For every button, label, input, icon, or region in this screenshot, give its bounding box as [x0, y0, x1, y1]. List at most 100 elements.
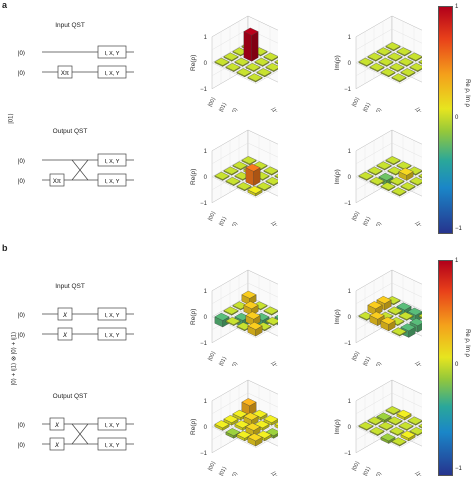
z-tick-label: 1: [348, 289, 352, 295]
gate-label: X: [54, 443, 60, 449]
gate-label: X: [62, 313, 68, 319]
density-matrix-bar: [247, 185, 263, 197]
input-qst-title-a: Input QST: [55, 22, 85, 29]
basis-tick-label: |10⟩: [270, 220, 278, 226]
density-matrix-bar: [225, 63, 241, 73]
density-matrix-bar: [407, 416, 422, 426]
colorbar-a: [438, 6, 453, 234]
basis-tick-label: |10⟩: [270, 106, 278, 112]
gate-label: X: [54, 423, 60, 429]
density-matrix-bar: [241, 398, 257, 416]
z-axis-label: Re(ρ): [190, 169, 197, 185]
gate-box: [49, 417, 65, 431]
z-tick-label: 0: [348, 315, 352, 321]
output-qst-title-a: Output QST: [52, 128, 88, 135]
density-matrix-bar: [369, 63, 385, 73]
density-matrix-bar: [263, 166, 278, 176]
density-matrix-bar: [256, 68, 272, 78]
z-tick-label: 1: [204, 289, 208, 295]
z-axis-label: Im(ρ): [334, 309, 341, 324]
circuit-state: |0⟩: [18, 312, 25, 319]
z-tick-label: −1: [200, 201, 208, 207]
density-matrix-bar: [398, 311, 414, 321]
z-tick-label: 0: [204, 61, 208, 67]
z-tick-label: −1: [344, 201, 352, 207]
measure-label: I, X, Y: [105, 51, 120, 57]
colorbar-a-mid: 0: [455, 115, 459, 121]
density-matrix-bar: [376, 47, 392, 57]
colorbar-a-label: Re ρ, Im ρ: [464, 79, 470, 107]
measure-label: I, X, Y: [105, 333, 120, 339]
basis-tick-label: |10⟩: [414, 470, 422, 476]
density-matrix-bar: [223, 166, 239, 176]
density-matrix-bar: [407, 52, 422, 62]
measure-box: [97, 417, 127, 431]
density-matrix-bar: [400, 68, 416, 78]
colorbar-a-max: 1: [455, 4, 459, 10]
density-matrix-bar: [380, 182, 396, 192]
colorbar-b: [438, 260, 453, 476]
density-matrix-bar: [214, 171, 230, 181]
gate-label: X: [62, 333, 68, 339]
plot-a-input-im: 10−1Im(ρ)|00⟩|00⟩|01⟩|01⟩|10⟩|10⟩|11⟩|11…: [334, 15, 422, 112]
basis-tick-label: |00⟩: [351, 460, 362, 472]
z-tick-label: 1: [348, 149, 352, 155]
density-matrix-bar: [263, 52, 278, 62]
z-tick-label: 1: [204, 35, 208, 41]
swap-line: [71, 423, 89, 445]
density-matrix-bar: [369, 427, 385, 437]
basis-tick-label: |10⟩: [229, 220, 240, 226]
density-matrix-bar: [409, 63, 422, 73]
density-matrix-bar: [247, 321, 263, 337]
density-matrix-bar: [380, 433, 396, 444]
z-axis-label: Re(ρ): [190, 55, 197, 71]
density-matrix-bar: [225, 177, 241, 187]
output-qst-title-b: Output QST: [52, 393, 88, 400]
z-axis-label: Im(ρ): [334, 419, 341, 434]
density-matrix-bar: [265, 317, 278, 327]
density-matrix-bar: [263, 415, 278, 426]
density-matrix-bar: [376, 412, 392, 424]
gate-box: [57, 327, 73, 341]
basis-tick-label: |00⟩: [351, 96, 362, 108]
basis-tick-label: |10⟩: [414, 106, 422, 112]
circuit-input-a: |0⟩ |0⟩ Xπ I, X, Y I, X, Y: [18, 45, 134, 79]
circuit-state: |0⟩: [18, 422, 25, 429]
z-tick-label: 1: [204, 399, 208, 405]
basis-tick-label: |10⟩: [373, 470, 384, 476]
z-tick-label: −1: [344, 87, 352, 93]
density-matrix-bar: [376, 161, 392, 171]
plot-b-output-re: 10−1Re(ρ)|00⟩|00⟩|01⟩|01⟩|10⟩|10⟩|11⟩|11…: [190, 379, 278, 476]
z-axis-label: Im(ρ): [334, 169, 341, 184]
basis-tick-label: |10⟩: [373, 360, 384, 366]
density-matrix-bar: [234, 57, 250, 67]
density-matrix-bar: [398, 167, 414, 181]
measure-label: I, X, Y: [105, 159, 120, 165]
basis-tick-label: |01⟩: [362, 215, 373, 226]
z-tick-label: 0: [348, 61, 352, 67]
density-matrix-bar: [378, 57, 394, 67]
z-tick-label: −1: [344, 451, 352, 457]
density-matrix-bar: [400, 182, 416, 192]
density-matrix-bar: [245, 63, 261, 73]
density-matrix-bar: [367, 52, 383, 62]
colorbar-b-max: 1: [455, 258, 459, 264]
plot-a-input-re: 10−1Re(ρ)|00⟩|00⟩|01⟩|01⟩|10⟩|10⟩|11⟩|11…: [190, 15, 278, 112]
density-matrix-bar: [418, 423, 422, 429]
basis-tick-label: |01⟩: [218, 101, 229, 112]
z-tick-label: 1: [348, 35, 352, 41]
density-matrix-bar: [367, 416, 383, 426]
density-matrix-bar: [418, 313, 422, 319]
panel-letter-a: a: [2, 0, 8, 10]
density-matrix-bar: [274, 59, 278, 65]
basis-tick-label: |00⟩: [207, 210, 218, 222]
z-tick-label: −1: [200, 87, 208, 93]
gate-box: [57, 65, 73, 79]
circuit-output-b: |0⟩ |0⟩ X X I, X, Y I, X, Y: [18, 417, 134, 451]
density-matrix-bar: [389, 63, 405, 73]
measure-label: I, X, Y: [105, 443, 120, 449]
density-matrix-bar: [391, 437, 407, 447]
colorbar-b-min: −1: [455, 466, 462, 472]
density-matrix-bar: [400, 430, 416, 442]
density-matrix-bar: [236, 182, 252, 192]
